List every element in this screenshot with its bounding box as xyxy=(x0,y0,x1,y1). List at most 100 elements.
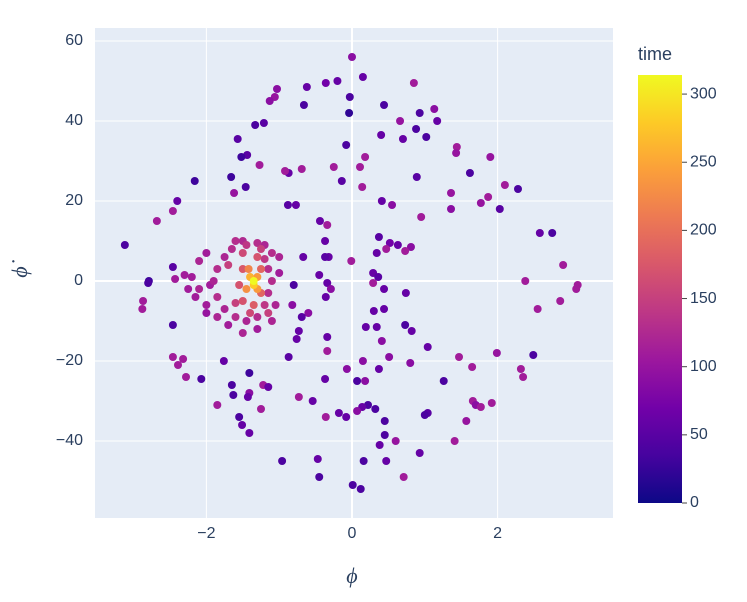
point xyxy=(487,399,496,407)
point xyxy=(265,97,274,105)
point xyxy=(253,325,262,333)
point xyxy=(521,277,530,285)
point xyxy=(406,243,415,251)
point xyxy=(356,485,365,493)
point xyxy=(299,253,308,261)
point xyxy=(342,365,351,373)
point xyxy=(168,353,177,361)
point xyxy=(396,117,405,125)
point xyxy=(326,285,335,293)
point xyxy=(267,277,276,285)
point xyxy=(391,437,400,445)
point xyxy=(377,131,386,139)
point xyxy=(120,241,129,249)
point xyxy=(243,393,252,401)
point xyxy=(219,357,228,365)
point xyxy=(299,101,308,109)
point xyxy=(398,135,407,143)
point xyxy=(195,285,204,293)
point xyxy=(168,263,177,271)
point xyxy=(380,285,389,293)
point xyxy=(468,363,477,371)
point xyxy=(415,109,424,117)
point xyxy=(372,249,381,257)
point xyxy=(358,183,367,191)
point xyxy=(246,309,255,317)
point xyxy=(321,375,330,383)
point xyxy=(347,257,356,265)
point xyxy=(180,271,189,279)
point xyxy=(138,305,147,313)
point xyxy=(345,93,354,101)
point xyxy=(356,163,365,171)
point xyxy=(334,409,343,417)
point xyxy=(385,353,394,361)
point xyxy=(297,313,306,321)
point xyxy=(430,105,439,113)
point xyxy=(380,417,389,425)
point xyxy=(380,101,389,109)
point xyxy=(361,377,370,385)
point xyxy=(237,153,246,161)
point xyxy=(264,289,273,297)
x-tick-label: 0 xyxy=(348,525,357,542)
colorbar-tick-label: 250 xyxy=(690,153,717,170)
point xyxy=(321,293,330,301)
point xyxy=(548,229,557,237)
point xyxy=(401,247,410,255)
point xyxy=(399,473,408,481)
point xyxy=(347,53,356,61)
point xyxy=(283,201,292,209)
point xyxy=(377,337,386,345)
point xyxy=(572,285,581,293)
colorbar-tick-label: 50 xyxy=(690,426,708,443)
y-tick-label: −20 xyxy=(56,352,83,369)
point xyxy=(359,457,368,465)
point xyxy=(345,109,354,117)
plot-area xyxy=(95,28,613,518)
point xyxy=(321,413,330,421)
point xyxy=(486,153,495,161)
point xyxy=(369,307,378,315)
point xyxy=(227,381,236,389)
point xyxy=(231,313,240,321)
x-tick-label: −2 xyxy=(197,525,215,542)
point xyxy=(253,313,262,321)
point xyxy=(238,329,247,337)
point xyxy=(348,481,357,489)
point xyxy=(224,321,233,329)
point xyxy=(308,397,317,405)
point xyxy=(260,255,269,263)
point xyxy=(380,431,389,439)
y-tick-label: 40 xyxy=(65,112,83,129)
colorbar xyxy=(638,75,682,503)
point xyxy=(168,207,177,215)
point xyxy=(323,279,332,287)
y-tick-label: −40 xyxy=(56,432,83,449)
point xyxy=(476,403,485,411)
point xyxy=(333,77,342,85)
point xyxy=(238,249,247,257)
point xyxy=(202,309,211,317)
point xyxy=(321,253,330,261)
x-tick-label: 2 xyxy=(493,525,502,542)
point xyxy=(144,279,153,287)
point xyxy=(213,401,222,409)
colorbar-tick-label: 200 xyxy=(690,222,717,239)
point xyxy=(315,217,324,225)
point xyxy=(492,349,501,357)
y-tick-label: 60 xyxy=(65,32,83,49)
point xyxy=(267,249,276,257)
point xyxy=(313,455,322,463)
point xyxy=(294,393,303,401)
point xyxy=(423,343,432,351)
point xyxy=(251,121,260,129)
point xyxy=(171,275,180,283)
point xyxy=(238,421,247,429)
point xyxy=(371,405,380,413)
point xyxy=(275,253,284,261)
point xyxy=(244,265,253,273)
point xyxy=(278,457,287,465)
point xyxy=(291,201,300,209)
point xyxy=(231,299,240,307)
